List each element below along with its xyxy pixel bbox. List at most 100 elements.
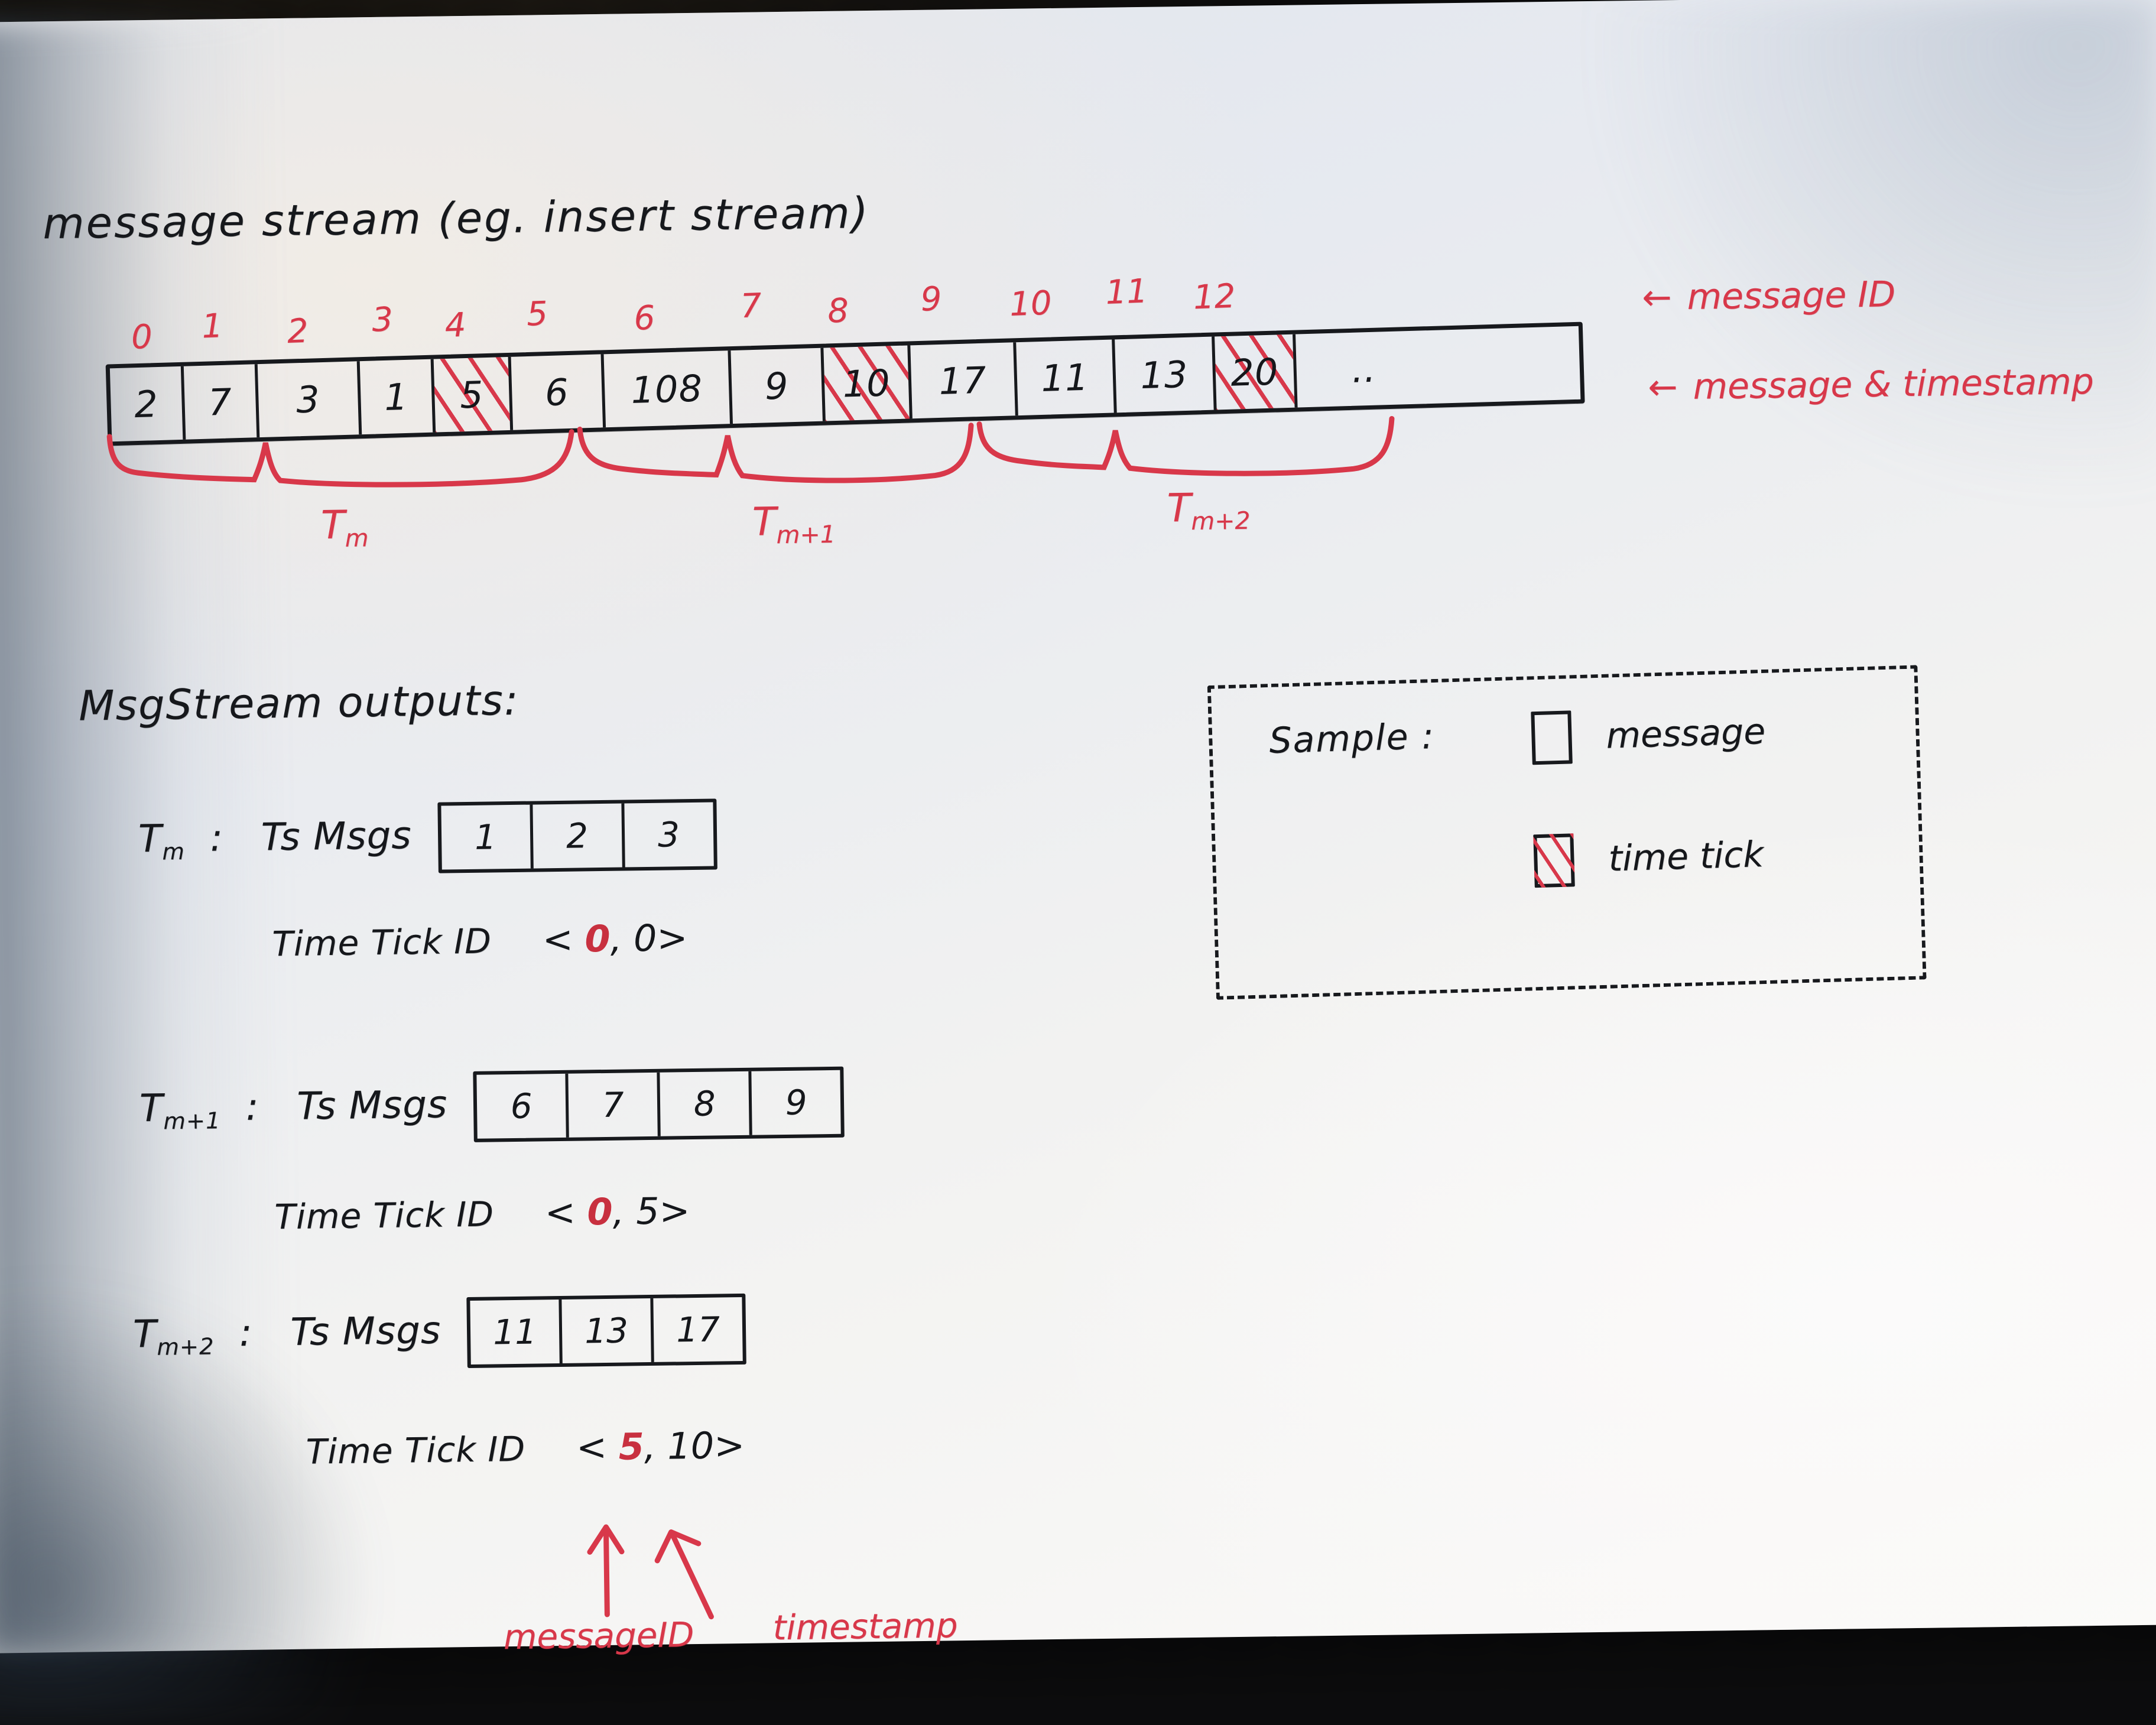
- time-tick-value-tm1: < 0, 5>: [544, 1189, 690, 1235]
- page-title: message stream (eg. insert stream): [42, 187, 871, 249]
- pointer-arrow-paths: [587, 1524, 714, 1620]
- ts-msg-cell: 13: [561, 1298, 654, 1363]
- brace-label-tm2: Tm+2: [1167, 485, 1251, 536]
- time-tick-timestamp-tm: 0: [633, 916, 657, 960]
- stream-cell-message: 1: [359, 359, 436, 435]
- highlight-top-right: [1583, 0, 2156, 510]
- stream-cell-message: 9: [730, 347, 826, 424]
- ts-msg-cell: 2: [532, 803, 625, 869]
- time-tick-row-tm2: Time Tick ID < 5, 10>: [306, 1424, 745, 1473]
- legend-title: Sample :: [1268, 716, 1436, 762]
- stream-cell-timetick: 10: [823, 345, 913, 421]
- brace-paths: [106, 415, 1395, 488]
- ts-msg-cell: 3: [657, 814, 680, 855]
- output-label-tm: Tm : Ts Msgs: [138, 814, 413, 866]
- output-label-tm1: Tm+1 : Ts Msgs: [139, 1083, 448, 1135]
- outputs-heading: MsgStream outputs:: [78, 675, 519, 730]
- stream-index-8: 8: [827, 291, 850, 331]
- ts-msg-cell: 6: [476, 1073, 569, 1139]
- ts-msg-cell: 17: [676, 1309, 720, 1350]
- stream-cell-value: 3: [296, 377, 321, 421]
- ts-msg-cell: 11: [470, 1299, 563, 1365]
- time-tick-id-tm: 0: [584, 917, 611, 961]
- stream-cell-value: 20: [1230, 349, 1280, 395]
- annotation-message-timestamp: ← message & timestamp: [1647, 360, 2095, 408]
- time-tick-value-tm: < 0, 0>: [542, 916, 688, 961]
- stream-index-5: 5: [525, 294, 548, 334]
- stream-cell-message: 11: [1016, 339, 1117, 416]
- stream-cell-timetick: 20: [1215, 334, 1298, 410]
- stream-index-9: 9: [920, 280, 943, 319]
- ts-msgs-box-tm2: 11 13 17: [466, 1293, 746, 1369]
- left-arrow-icon: ←: [1641, 277, 1673, 319]
- time-tick-label-tm1: Time Tick ID: [274, 1194, 495, 1237]
- time-tick-label-tm2: Time Tick ID: [306, 1428, 526, 1472]
- ts-msg-cell: 1: [440, 804, 534, 870]
- pointer-label-timestamp: timestamp: [772, 1605, 958, 1648]
- stream-cell-value: 7: [207, 379, 233, 424]
- stream-index-3: 3: [371, 300, 394, 340]
- stream-cell-message: 6: [511, 354, 606, 430]
- empty-box-icon: [1531, 710, 1573, 765]
- legend-box: Sample : message time tick: [1207, 665, 1927, 1000]
- brace-label-tm: Tm: [320, 502, 369, 553]
- ts-msg-cell: 9: [785, 1082, 808, 1123]
- time-tick-timestamp-tm1: 5: [635, 1189, 660, 1233]
- stream-cell-message: 17: [910, 342, 1018, 419]
- output-row-tm2: Tm+2 : Ts Msgs 11 13 17: [132, 1293, 746, 1373]
- stream-cell-value: 11: [1040, 355, 1090, 400]
- stream-index-12: 12: [1192, 277, 1236, 317]
- stream-cell-value: 10: [842, 360, 891, 406]
- stream-cell-ellipsis: ..: [1295, 330, 1432, 408]
- stream-cell-value: 5: [459, 372, 485, 417]
- stream-index-4: 4: [444, 306, 467, 345]
- stream-index-1: 1: [201, 307, 224, 346]
- time-tick-label-tm: Time Tick ID: [272, 921, 492, 964]
- stream-cell-value: 1: [384, 375, 409, 419]
- hatched-box-icon: [1533, 833, 1575, 888]
- ts-msg-cell: 7: [568, 1072, 661, 1138]
- time-tick-row-tm1: Time Tick ID < 0, 5>: [274, 1189, 690, 1237]
- stream-cell-value: 108: [630, 366, 703, 412]
- stream-cell-message: 7: [183, 364, 260, 440]
- legend-item-message: message: [1531, 705, 1766, 765]
- stream-index-2: 2: [286, 311, 309, 351]
- stream-cell-value: ..: [1351, 347, 1377, 391]
- time-tick-value-tm2: < 5, 10>: [576, 1423, 745, 1469]
- output-label-tm2: Tm+2 : Ts Msgs: [132, 1308, 441, 1361]
- stream-cell-timetick: 5: [433, 356, 514, 433]
- stream-cell-value: 2: [134, 382, 159, 426]
- stream-index-7: 7: [739, 286, 762, 326]
- stream-brace-group: Tm Tm+1 Tm+2: [106, 415, 1597, 553]
- stream-cell-message: 108: [603, 350, 733, 428]
- stream-index-10: 10: [1009, 284, 1053, 324]
- stream-cell-value: 13: [1139, 352, 1189, 397]
- ts-msg-cell: 8: [660, 1071, 752, 1136]
- brace-label-tm1: Tm+1: [752, 499, 836, 550]
- pointer-label-message-id: messageID: [503, 1614, 694, 1658]
- legend-label-message: message: [1605, 710, 1767, 757]
- pointer-annotation-group: messageID timestamp: [0, 1508, 1168, 1657]
- time-tick-row-tm: Time Tick ID < 0, 0>: [272, 916, 688, 964]
- stream-cell-value: 9: [764, 363, 790, 408]
- left-arrow-icon: ←: [1647, 366, 1678, 408]
- time-tick-id-tm2: 5: [618, 1425, 645, 1469]
- annotation-message-id: ← message ID: [1641, 274, 1896, 319]
- stream-index-0: 0: [130, 317, 153, 357]
- time-tick-id-tm1: 0: [587, 1190, 613, 1234]
- legend-item-time-tick: time tick: [1533, 828, 1764, 888]
- stream-cell-value: 6: [544, 370, 570, 414]
- stream-index-6: 6: [633, 298, 656, 338]
- stream-cell-message: 13: [1115, 336, 1217, 413]
- time-tick-timestamp-tm2: 10: [667, 1424, 715, 1468]
- stream-cell-value: 17: [938, 358, 988, 403]
- stream-cell-message: 2: [109, 366, 186, 442]
- stream-index-11: 11: [1105, 272, 1149, 312]
- legend-label-time-tick: time tick: [1608, 834, 1764, 880]
- stream-cell-message: 3: [257, 361, 362, 438]
